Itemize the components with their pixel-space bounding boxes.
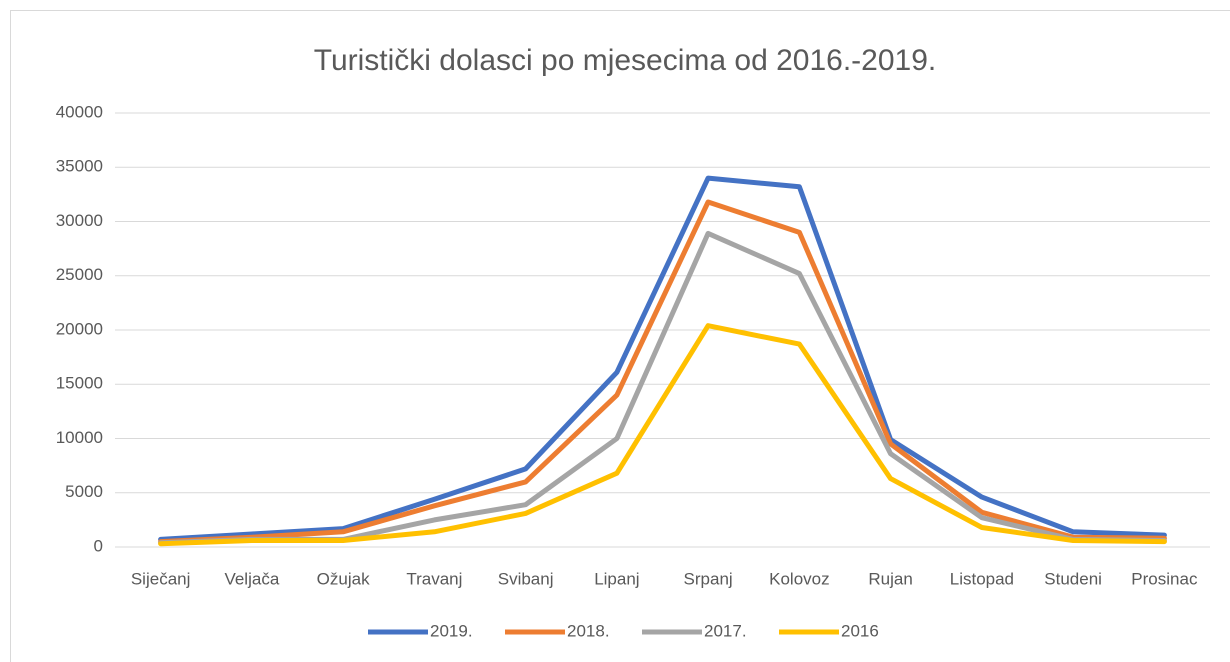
series-line: [158, 175, 1167, 542]
y-tick-label: 30000: [56, 211, 103, 230]
series-line: [158, 199, 1167, 545]
chart-border: [10, 10, 1230, 662]
x-tick-label: Svibanj: [498, 569, 554, 588]
y-tick-label: 35000: [56, 157, 103, 176]
y-tick-label: 40000: [56, 102, 103, 121]
series-line: [158, 323, 1167, 547]
legend-label: 2017.: [704, 621, 747, 640]
x-tick-label: Srpanj: [684, 569, 733, 588]
x-tick-label: Lipanj: [594, 569, 639, 588]
y-tick-label: 25000: [56, 265, 103, 284]
y-tick-label: 0: [94, 536, 103, 555]
y-tick-label: 15000: [56, 374, 103, 393]
legend-label: 2018.: [567, 621, 610, 640]
x-tick-label: Ožujak: [317, 569, 370, 588]
x-tick-label: Siječanj: [131, 569, 191, 588]
x-tick-label: Travanj: [406, 569, 462, 588]
y-tick-label: 5000: [65, 482, 103, 501]
x-tick-label: Veljača: [224, 569, 279, 588]
y-tick-label: 10000: [56, 428, 103, 447]
x-tick-label: Rujan: [868, 569, 912, 588]
y-tick-label: 20000: [56, 319, 103, 338]
x-tick-label: Listopad: [950, 569, 1014, 588]
x-tick-label: Studeni: [1044, 569, 1102, 588]
chart-title: Turistički dolasci po mjesecima od 2016.…: [314, 44, 937, 77]
x-tick-label: Prosinac: [1131, 569, 1198, 588]
legend-label: 2016: [841, 621, 879, 640]
x-tick-label: Kolovoz: [769, 569, 829, 588]
legend-label: 2019.: [430, 621, 473, 640]
